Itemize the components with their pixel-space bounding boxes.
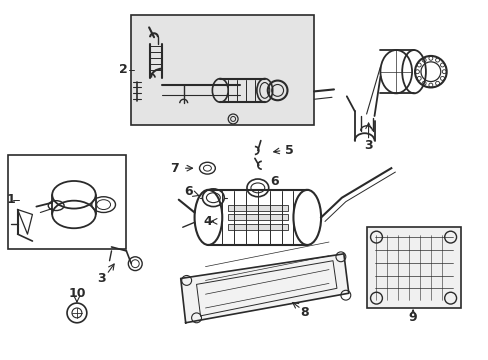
Text: 7: 7	[170, 162, 179, 175]
Bar	[228, 204, 287, 211]
Text: 2: 2	[119, 63, 127, 76]
Polygon shape	[181, 254, 348, 323]
Text: 1: 1	[7, 193, 16, 206]
Text: 8: 8	[299, 306, 308, 319]
Bar	[228, 215, 287, 220]
Text: 6: 6	[183, 185, 192, 198]
Text: 4: 4	[203, 215, 212, 228]
Bar	[366, 227, 460, 308]
Bar	[228, 224, 287, 230]
Text: 3: 3	[97, 272, 106, 285]
Bar	[8, 156, 126, 249]
Text: 10: 10	[68, 287, 85, 300]
Text: 9: 9	[408, 311, 417, 324]
Text: 3: 3	[364, 139, 372, 152]
Bar	[131, 15, 314, 125]
Text: 5: 5	[284, 144, 293, 157]
Text: 6: 6	[270, 175, 278, 189]
